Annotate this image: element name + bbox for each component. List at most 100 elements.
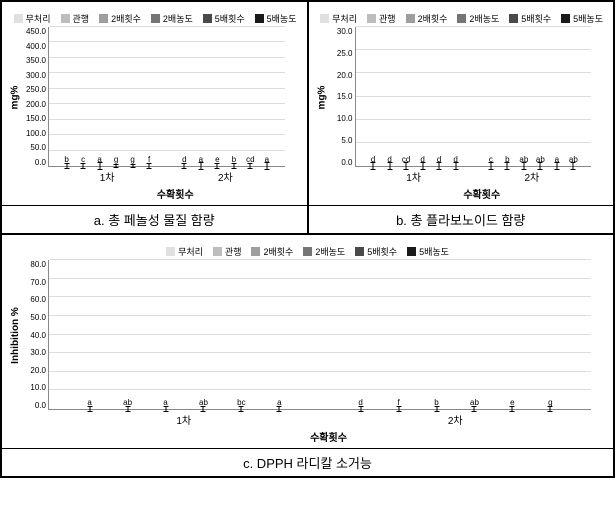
legend-label: 2배농도 [315,245,345,258]
legend-swatch [61,14,70,23]
y-tick: 40.0 [24,331,46,340]
x-axis-label: 수확횟수 [6,184,303,201]
legend-item: 5배횟수 [509,12,551,25]
legend: 무처리 관행 2배횟수 2배농도 5배횟수 5배농도 [313,10,610,27]
error-bar [439,162,440,169]
y-ticks: 450.0400.0350.0300.0250.0200.0150.0100.0… [24,27,48,167]
legend-swatch [251,247,260,256]
x-tick-label: 1차 [48,410,320,427]
error-bar [512,406,513,412]
error-bar [406,162,407,169]
error-bar [474,406,475,412]
panel-a: 무처리관행2배횟수2배농도5배횟수5배농도mg%450.0400.0350.03… [1,1,308,234]
figure-grid: 무처리관행2배횟수2배농도5배횟수5배농도mg%450.0400.0350.03… [0,0,615,478]
error-bar [373,162,374,169]
legend-item: 관행 [367,12,396,25]
legend-label: 5배농도 [267,12,297,25]
y-tick: 70.0 [24,278,46,287]
error-bar [66,163,67,169]
error-bar [556,162,557,169]
y-tick: 400.0 [24,42,46,51]
caption-a: a. 총 페놀성 물질 함량 [2,205,307,233]
y-tick: 50.0 [24,313,46,322]
plot: Inhibition %80.070.060.050.040.030.020.0… [6,260,609,410]
bars-layer: ddcddddcbababaab [356,27,592,166]
error-bar [389,162,390,169]
legend-label: 관행 [379,12,396,25]
y-tick: 200.0 [24,100,46,109]
legend-swatch [406,14,415,23]
x-tick-label: 2차 [320,410,592,427]
y-tick: 350.0 [24,56,46,65]
panel-c: 무처리관행2배횟수2배농도5배횟수5배농도Inhibition %80.070.… [1,234,614,477]
plot: mg%30.025.020.015.010.05.00.0ddcddddcbab… [313,27,610,167]
legend-label: 5배농도 [573,12,603,25]
legend-swatch [166,247,175,256]
legend-swatch [320,14,329,23]
legend-label: 무처리 [26,12,51,25]
x-tick-label: 1차 [48,167,166,184]
legend-label: 관행 [73,12,90,25]
y-tick: 0.0 [24,158,46,167]
y-tick: 25.0 [331,49,353,58]
legend-swatch [367,14,376,23]
y-tick: 100.0 [24,129,46,138]
legend-label: 관행 [225,245,242,258]
x-axis: 1차2차 [6,410,609,427]
error-bar [279,406,280,412]
error-bar [266,162,267,169]
error-bar [422,162,423,169]
error-bar [165,406,166,412]
legend-label: 2배농도 [469,12,499,25]
plot-area: aabaabbcadfbabeg [48,260,591,410]
legend-item: 2배횟수 [251,245,293,258]
y-tick: 0.0 [24,401,46,410]
y-ticks: 80.070.060.050.040.030.020.010.00.0 [24,260,48,410]
error-bar [241,406,242,412]
error-bar [149,163,150,169]
y-tick: 30.0 [331,27,353,36]
y-tick: 450.0 [24,27,46,36]
legend: 무처리관행2배횟수2배농도5배횟수5배농도 [6,243,609,260]
legend-item: 2배횟수 [406,12,448,25]
legend-label: 무처리 [332,12,357,25]
y-tick: 10.0 [24,383,46,392]
error-bar [455,162,456,169]
legend-label: 5배횟수 [521,12,551,25]
legend-item: 2배농도 [151,12,193,25]
legend-item: 관행 [213,245,242,258]
y-tick: 15.0 [331,92,353,101]
plot-area: ddcddddcbababaab [355,27,592,167]
x-axis: 1차2차 [313,167,610,184]
y-tick: 20.0 [24,366,46,375]
y-tick: 10.0 [331,114,353,123]
y-tick: 5.0 [331,136,353,145]
legend-label: 2배횟수 [111,12,141,25]
x-axis: 1차2차 [6,167,303,184]
legend: 무처리관행2배횟수2배농도5배횟수5배농도 [6,10,303,27]
error-bar [233,163,234,169]
error-bar [89,406,90,412]
legend-swatch [509,14,518,23]
legend-label: 5배횟수 [367,245,397,258]
legend-swatch [99,14,108,23]
legend-swatch [14,14,23,23]
error-bar [523,162,524,169]
error-bar [507,162,508,169]
y-tick: 30.0 [24,348,46,357]
legend-swatch [213,247,222,256]
legend-item: 2배농도 [457,12,499,25]
y-tick: 60.0 [24,295,46,304]
error-bar [398,406,399,412]
y-axis-label: mg% [313,27,331,167]
error-bar [436,406,437,412]
legend-swatch [255,14,264,23]
legend-swatch [203,14,212,23]
panel-b: 무처리관행2배횟수2배농도5배횟수5배농도mg%30.025.020.015.0… [308,1,615,234]
y-ticks: 30.025.020.015.010.05.00.0 [331,27,355,167]
error-bar [550,406,551,412]
error-bar [200,162,201,169]
error-bar [116,164,117,169]
x-axis-label: 수확횟수 [313,184,610,201]
y-tick: 300.0 [24,71,46,80]
